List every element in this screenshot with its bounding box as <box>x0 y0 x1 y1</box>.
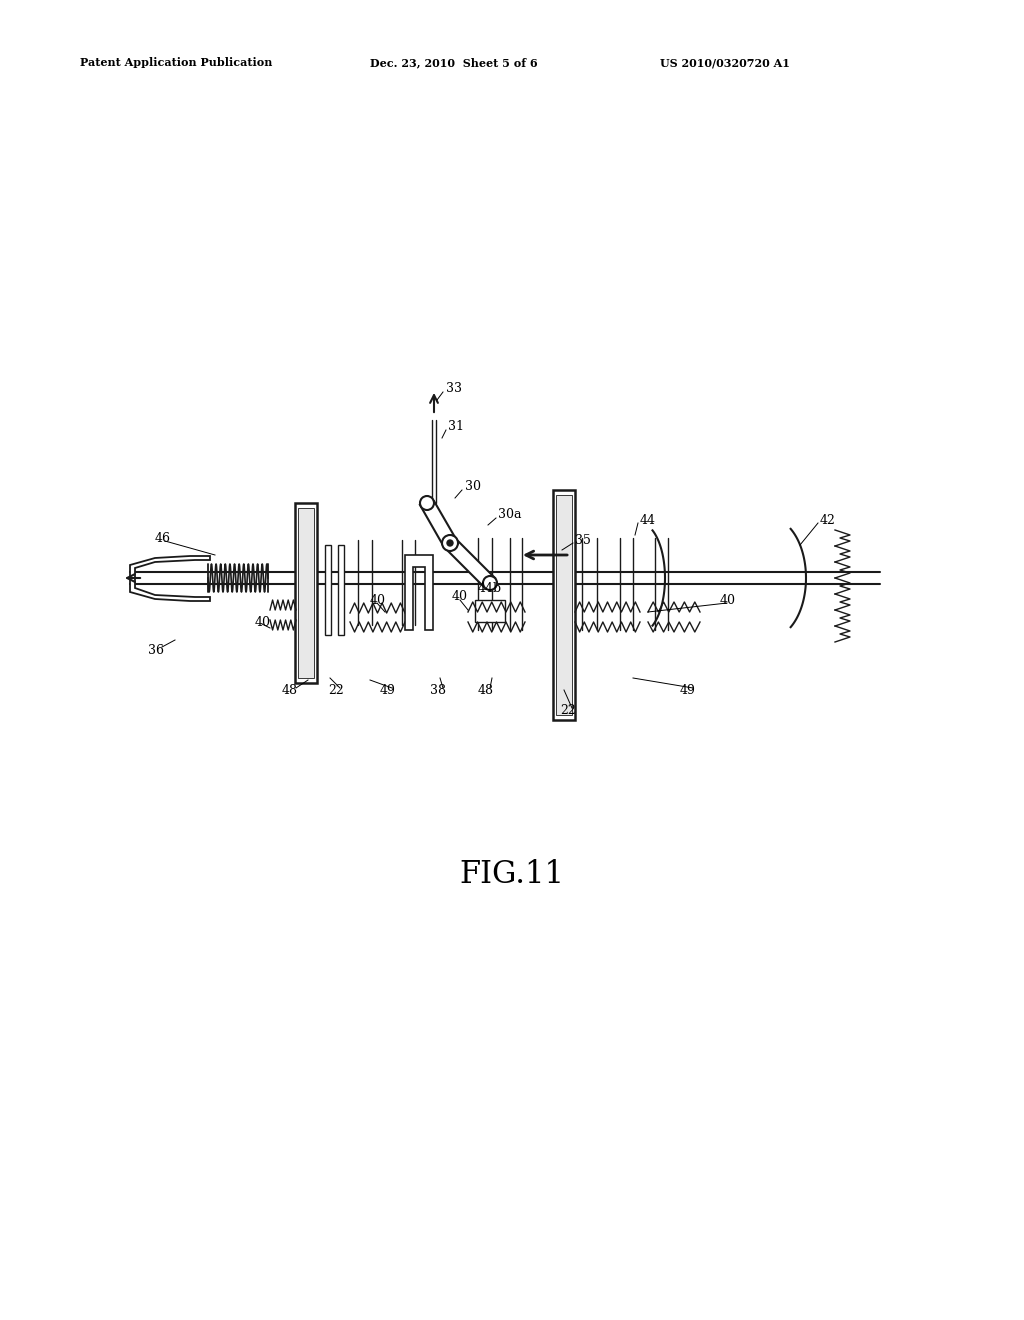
Text: 36: 36 <box>148 644 164 656</box>
Text: Patent Application Publication: Patent Application Publication <box>80 57 272 69</box>
Text: 40: 40 <box>255 615 271 628</box>
Bar <box>556 495 572 715</box>
Text: 30: 30 <box>465 480 481 494</box>
Circle shape <box>420 496 434 510</box>
Bar <box>298 508 314 678</box>
Text: 42: 42 <box>820 513 836 527</box>
Bar <box>338 545 344 635</box>
Polygon shape <box>406 554 433 630</box>
Text: 22: 22 <box>328 684 344 697</box>
Text: 22: 22 <box>560 704 575 717</box>
Bar <box>553 490 575 719</box>
Text: 35: 35 <box>575 533 591 546</box>
Text: 49: 49 <box>680 684 696 697</box>
Text: Dec. 23, 2010  Sheet 5 of 6: Dec. 23, 2010 Sheet 5 of 6 <box>370 57 538 69</box>
Text: 48: 48 <box>478 684 494 697</box>
Text: 40: 40 <box>452 590 468 603</box>
Circle shape <box>483 576 497 590</box>
Circle shape <box>447 540 453 546</box>
Text: 33: 33 <box>446 381 462 395</box>
Text: 44b: 44b <box>478 582 502 594</box>
Text: US 2010/0320720 A1: US 2010/0320720 A1 <box>660 57 790 69</box>
Text: 40: 40 <box>370 594 386 606</box>
Text: 44: 44 <box>640 513 656 527</box>
Text: 49: 49 <box>380 684 396 697</box>
Text: 31: 31 <box>449 421 464 433</box>
Polygon shape <box>420 502 456 546</box>
Text: FIG.11: FIG.11 <box>460 859 564 890</box>
Polygon shape <box>130 556 210 601</box>
Bar <box>295 503 317 682</box>
Text: 46: 46 <box>155 532 171 544</box>
Polygon shape <box>445 539 495 587</box>
Bar <box>475 601 505 622</box>
Text: 38: 38 <box>430 684 446 697</box>
Bar <box>325 545 331 635</box>
Text: 48: 48 <box>282 684 298 697</box>
Text: 30a: 30a <box>498 508 521 521</box>
Circle shape <box>442 535 458 550</box>
Text: 40: 40 <box>720 594 736 606</box>
